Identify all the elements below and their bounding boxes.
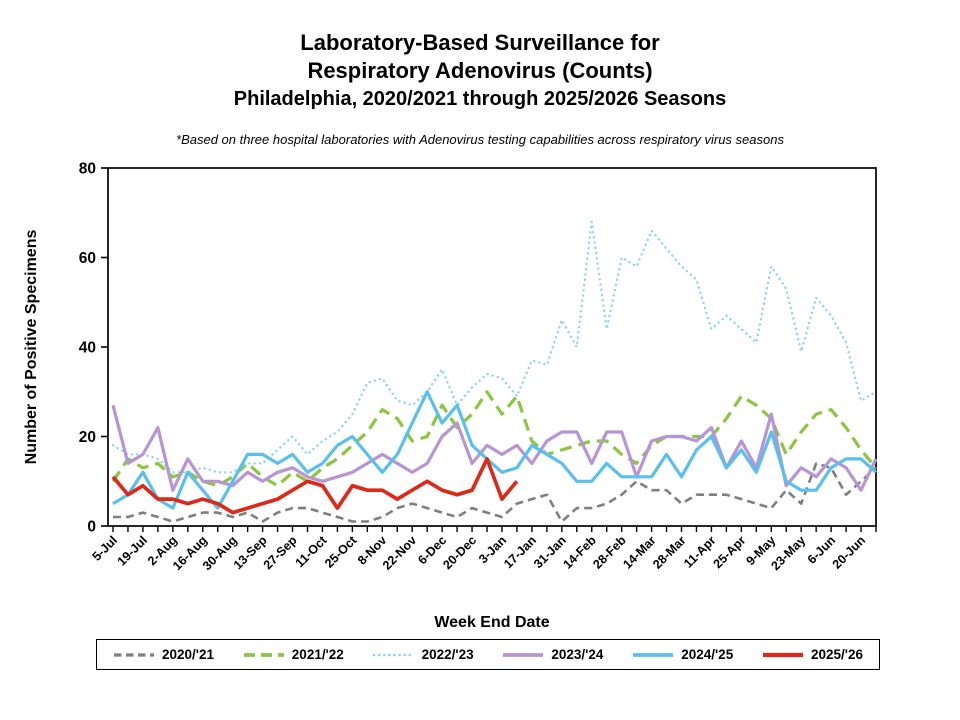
x-tick-label: 25-Apr (711, 533, 749, 571)
x-tick-label: 27-Sep (261, 533, 300, 572)
series-line-202425 (112, 390, 878, 510)
legend-line-sample (114, 652, 154, 657)
legend-line-sample (243, 652, 284, 657)
chart-title-line2: Respiratory Adenovirus (Counts) (307, 58, 653, 83)
y-axis-title: Number of Positive Specimens (23, 230, 40, 465)
legend-line-sample (503, 652, 544, 657)
x-axis-title: Week End Date (434, 614, 549, 631)
y-tick-label: 40 (79, 340, 96, 357)
legend-label: 2023/'24 (551, 647, 604, 662)
x-tick-label: 22-Nov (380, 533, 419, 572)
legend-item-202425: 2024/'25 (632, 647, 733, 662)
y-tick-label: 20 (79, 429, 96, 446)
legend-item-202021: 2020/'21 (113, 647, 214, 662)
x-tick-label: 17-Jan (501, 533, 539, 571)
legend-line-sample (372, 653, 415, 656)
x-tick-label: 25-Oct (322, 533, 360, 571)
y-tick-label: 80 (79, 161, 96, 178)
series-line-202122 (111, 390, 878, 488)
series-line-202526 (111, 457, 519, 515)
legend-label: 2024/'25 (681, 647, 734, 662)
x-tick-label: 20-Jun (830, 533, 868, 571)
legend-item-202526: 2025/'26 (762, 647, 863, 662)
legend-label: 2021/'22 (291, 647, 344, 662)
series-line-202021 (113, 462, 877, 523)
x-tick-label: 28-Mar (650, 533, 688, 571)
chart-footnote: *Based on three hospital laboratories wi… (176, 132, 784, 147)
legend: 2020/'21 2021/'22 2022/'23 2023/'24 2024/'25… (96, 639, 880, 670)
x-tick-label: 19-Jul (115, 533, 150, 568)
x-tick-label: 20-Dec (440, 533, 479, 572)
legend-label: 2020/'21 (162, 647, 215, 662)
legend-label: 2025/'26 (810, 647, 863, 662)
chart-title-block: Laboratory-Based Surveillance for Respir… (0, 29, 960, 113)
legend-label: 2022/'23 (421, 647, 474, 662)
series-line-202324 (111, 404, 878, 492)
chart-title-line1: Laboratory-Based Surveillance for (300, 30, 660, 55)
legend-item-202223: 2022/'23 (372, 647, 474, 662)
legend-item-202324: 2023/'24 (502, 647, 603, 662)
y-tick-label: 0 (87, 519, 96, 536)
chart-subtitle: Philadelphia, 2020/2021 through 2025/202… (233, 88, 727, 110)
legend-item-202122: 2021/'22 (243, 647, 344, 662)
y-tick-label: 60 (79, 250, 96, 267)
legend-line-sample (633, 652, 674, 657)
series-line-202223 (111, 220, 878, 474)
legend-line-sample (762, 652, 803, 657)
